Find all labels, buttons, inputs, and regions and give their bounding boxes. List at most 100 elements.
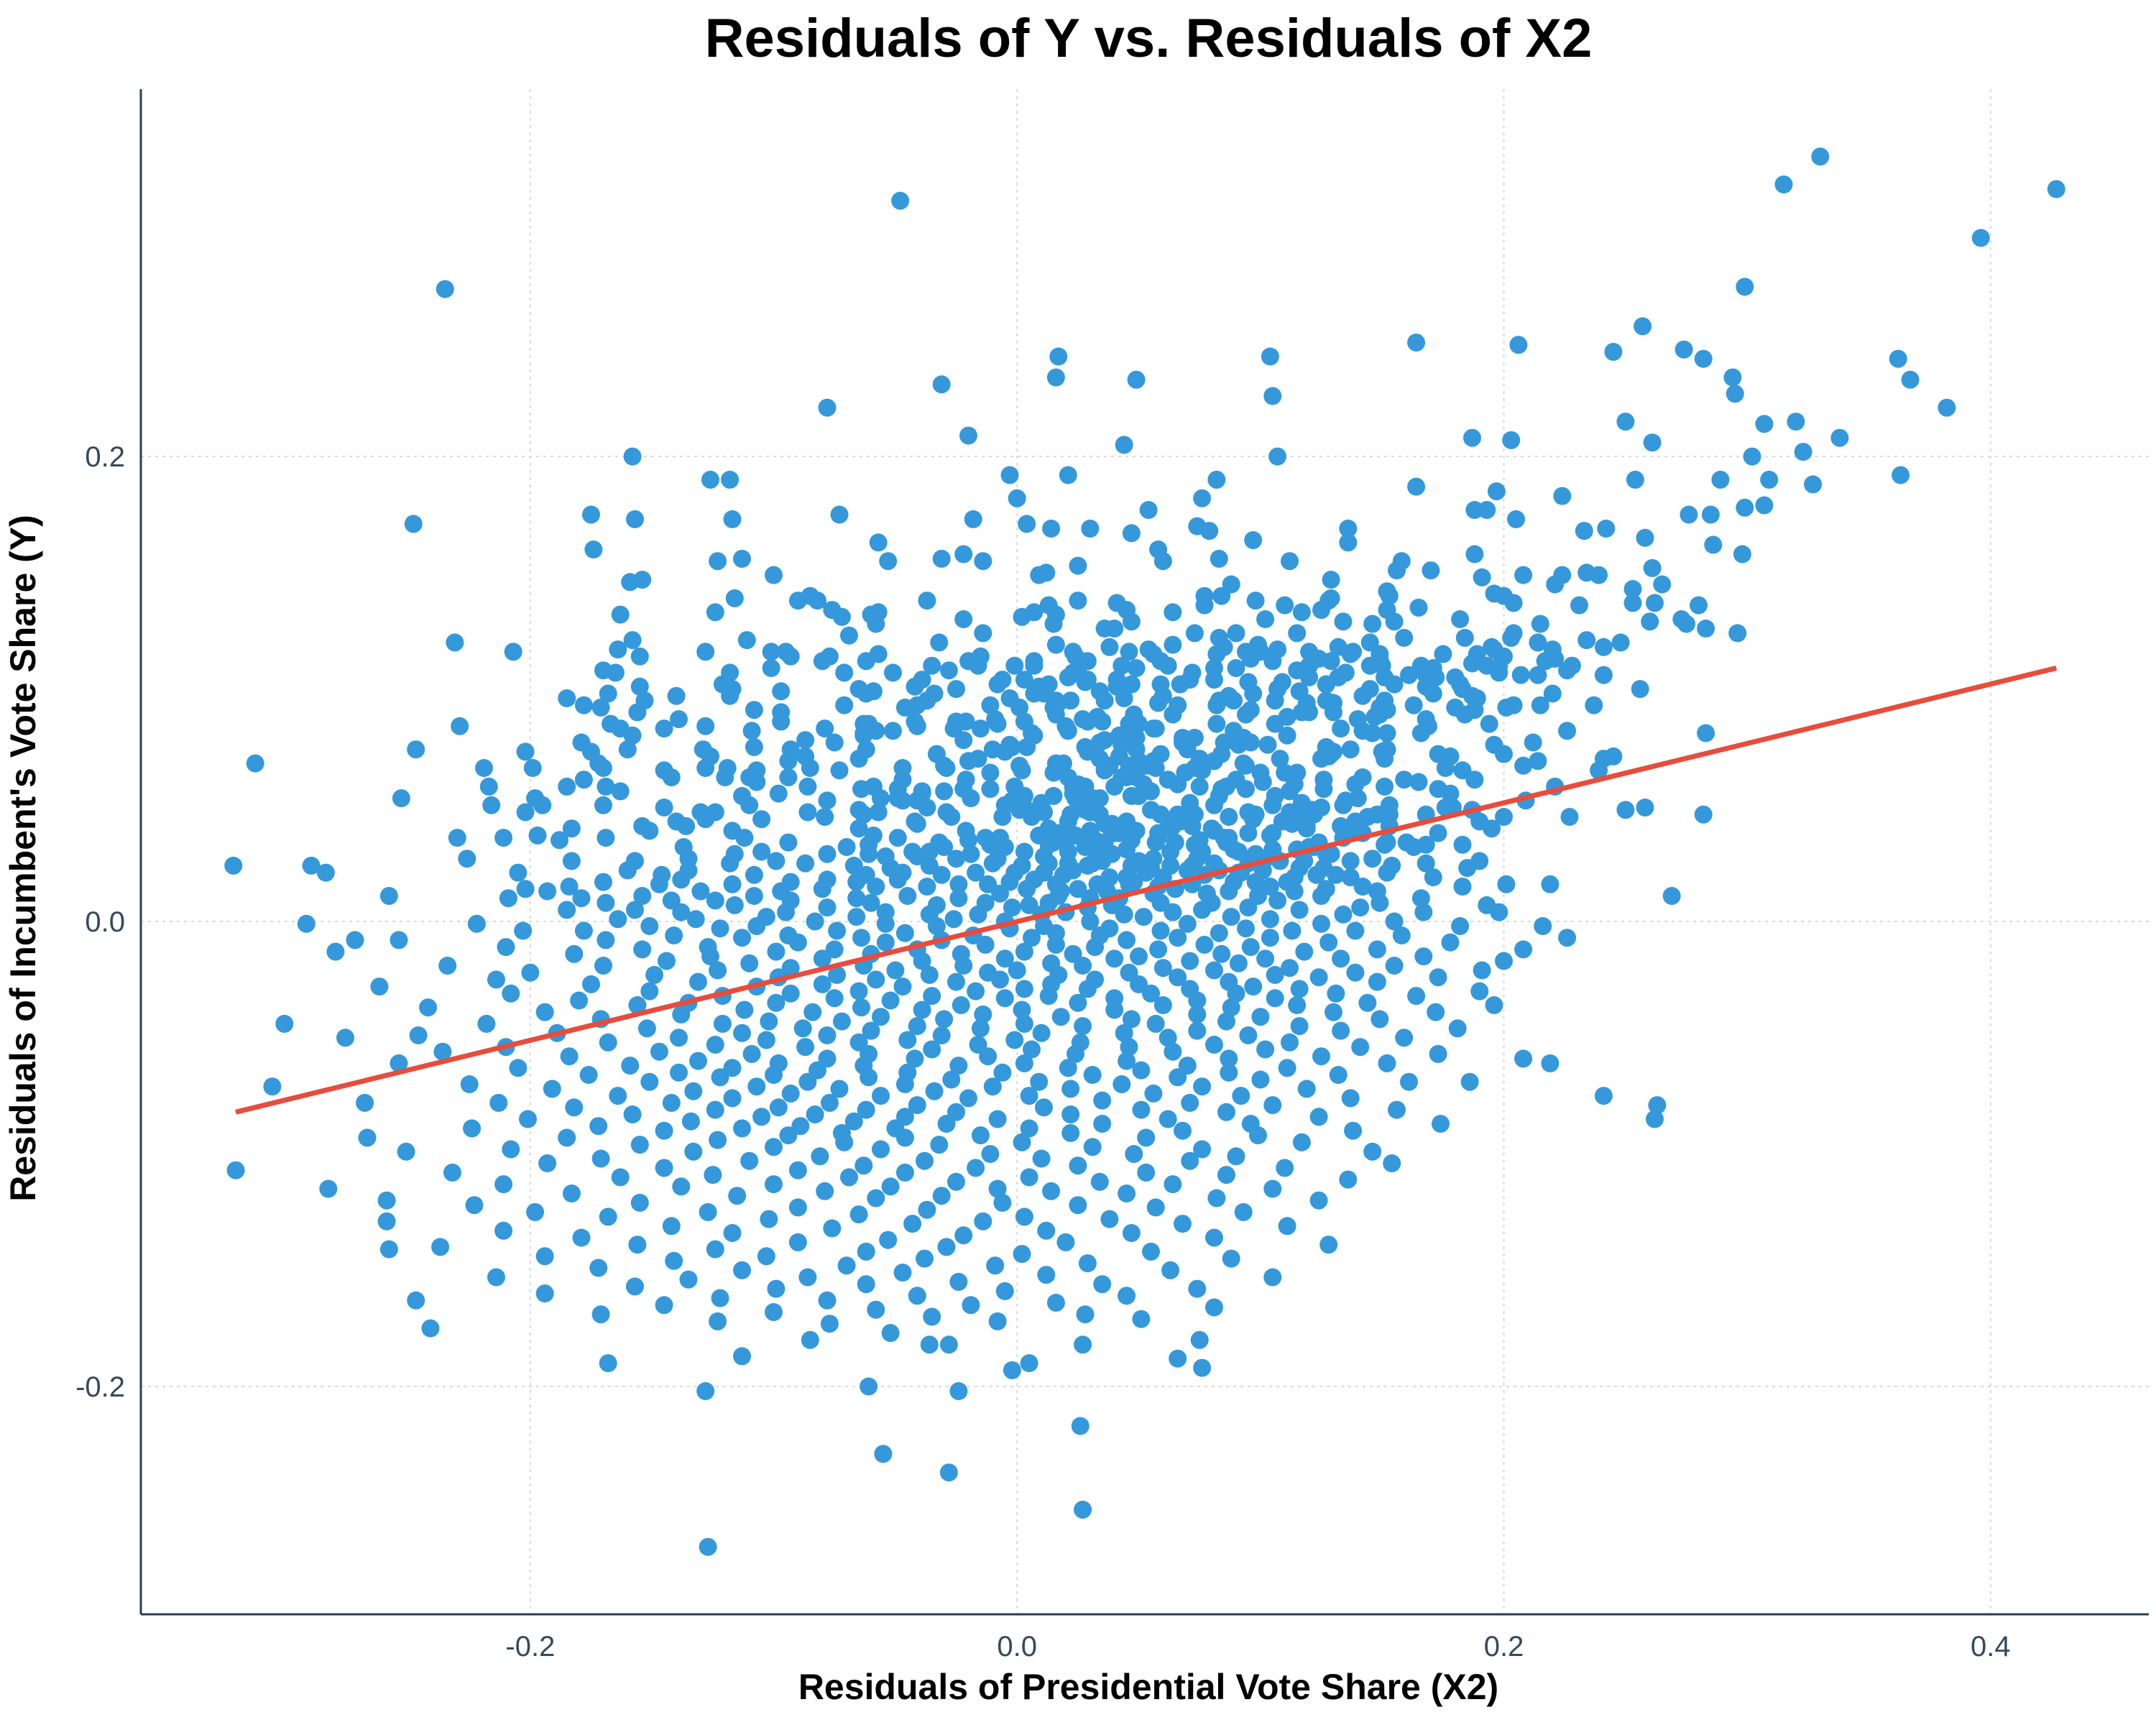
data-point	[1251, 1008, 1270, 1026]
data-point	[1244, 531, 1263, 549]
data-point	[591, 1305, 610, 1324]
y-axis-label: Residuals of Incumbent's Vote Share (Y)	[3, 515, 43, 1202]
data-point	[1205, 961, 1223, 980]
data-point	[1207, 696, 1226, 714]
data-point	[1020, 1354, 1038, 1373]
data-point	[706, 1100, 724, 1119]
data-point	[1319, 1236, 1338, 1254]
data-point	[1105, 1000, 1124, 1019]
data-point	[502, 1140, 520, 1159]
data-point	[1314, 780, 1333, 799]
data-point	[723, 1224, 742, 1242]
data-point	[1227, 659, 1245, 677]
data-point	[1139, 501, 1158, 519]
data-point	[935, 782, 954, 801]
data-point	[954, 610, 973, 628]
data-point	[1244, 978, 1263, 996]
data-point	[742, 722, 761, 740]
data-point	[1190, 777, 1209, 796]
data-point	[830, 505, 849, 524]
data-point	[1008, 489, 1026, 507]
data-point	[1697, 724, 1715, 742]
data-point	[765, 1303, 783, 1321]
data-point	[976, 935, 995, 954]
data-point	[672, 903, 691, 921]
data-point	[640, 982, 659, 1000]
data-point	[1531, 696, 1549, 714]
data-point	[1290, 1017, 1309, 1036]
data-point	[803, 1003, 822, 1021]
data-point	[1312, 750, 1330, 768]
data-point	[1015, 671, 1033, 689]
data-point	[706, 603, 724, 622]
data-point	[487, 1268, 505, 1287]
data-point	[1283, 814, 1302, 833]
data-point	[572, 1228, 591, 1247]
data-point	[226, 1161, 245, 1179]
data-point	[1363, 615, 1382, 633]
data-point	[713, 1014, 732, 1033]
data-point	[869, 533, 888, 552]
data-point	[514, 921, 533, 940]
data-point	[906, 712, 924, 731]
data-point	[1227, 1147, 1245, 1166]
data-point	[1529, 633, 1547, 652]
data-point	[1787, 413, 1805, 431]
data-point	[640, 917, 659, 935]
data-point	[816, 808, 834, 826]
data-point	[752, 810, 771, 829]
data-point	[1078, 980, 1097, 998]
data-point	[1253, 773, 1272, 791]
data-point	[740, 954, 759, 972]
data-point	[849, 1205, 868, 1224]
data-point	[1558, 722, 1577, 740]
data-point	[1003, 1361, 1021, 1379]
data-point	[1495, 952, 1513, 970]
data-point	[918, 799, 936, 816]
data-point	[949, 1382, 968, 1400]
data-point	[1178, 914, 1197, 933]
data-point	[699, 1537, 717, 1556]
data-point	[1631, 680, 1649, 699]
data-point	[1385, 912, 1404, 931]
data-point	[1115, 689, 1133, 707]
data-point	[1210, 628, 1228, 647]
data-point	[1069, 993, 1087, 1012]
data-point	[979, 875, 998, 893]
data-point	[1256, 949, 1275, 968]
data-point	[752, 1108, 771, 1126]
data-point	[884, 722, 902, 740]
data-point	[769, 1098, 788, 1117]
data-point	[1395, 770, 1414, 789]
data-point	[757, 1247, 775, 1266]
data-point	[723, 1089, 742, 1108]
data-point	[723, 1059, 742, 1077]
data-point	[723, 875, 742, 893]
data-point	[1643, 558, 1662, 577]
data-point	[1193, 761, 1212, 780]
data-point	[1341, 868, 1360, 887]
data-point	[1188, 1021, 1207, 1040]
data-point	[1120, 643, 1138, 661]
data-point	[1407, 477, 1426, 496]
data-point	[1470, 982, 1489, 1000]
data-point	[421, 1319, 440, 1338]
data-point	[1495, 745, 1513, 763]
data-point	[725, 896, 744, 914]
data-point	[920, 965, 939, 984]
data-point	[981, 696, 1000, 714]
data-point	[1081, 912, 1100, 931]
data-point	[1636, 799, 1654, 816]
data-point	[835, 1133, 854, 1151]
data-point	[1244, 810, 1263, 829]
data-point	[1502, 431, 1521, 449]
data-point	[621, 1057, 640, 1075]
data-point	[828, 965, 847, 984]
data-point	[1115, 436, 1133, 454]
data-point	[628, 703, 647, 722]
data-point	[623, 631, 642, 650]
data-point	[1241, 938, 1260, 957]
data-point	[969, 905, 987, 924]
data-point	[431, 1238, 450, 1256]
data-point	[1081, 519, 1100, 538]
